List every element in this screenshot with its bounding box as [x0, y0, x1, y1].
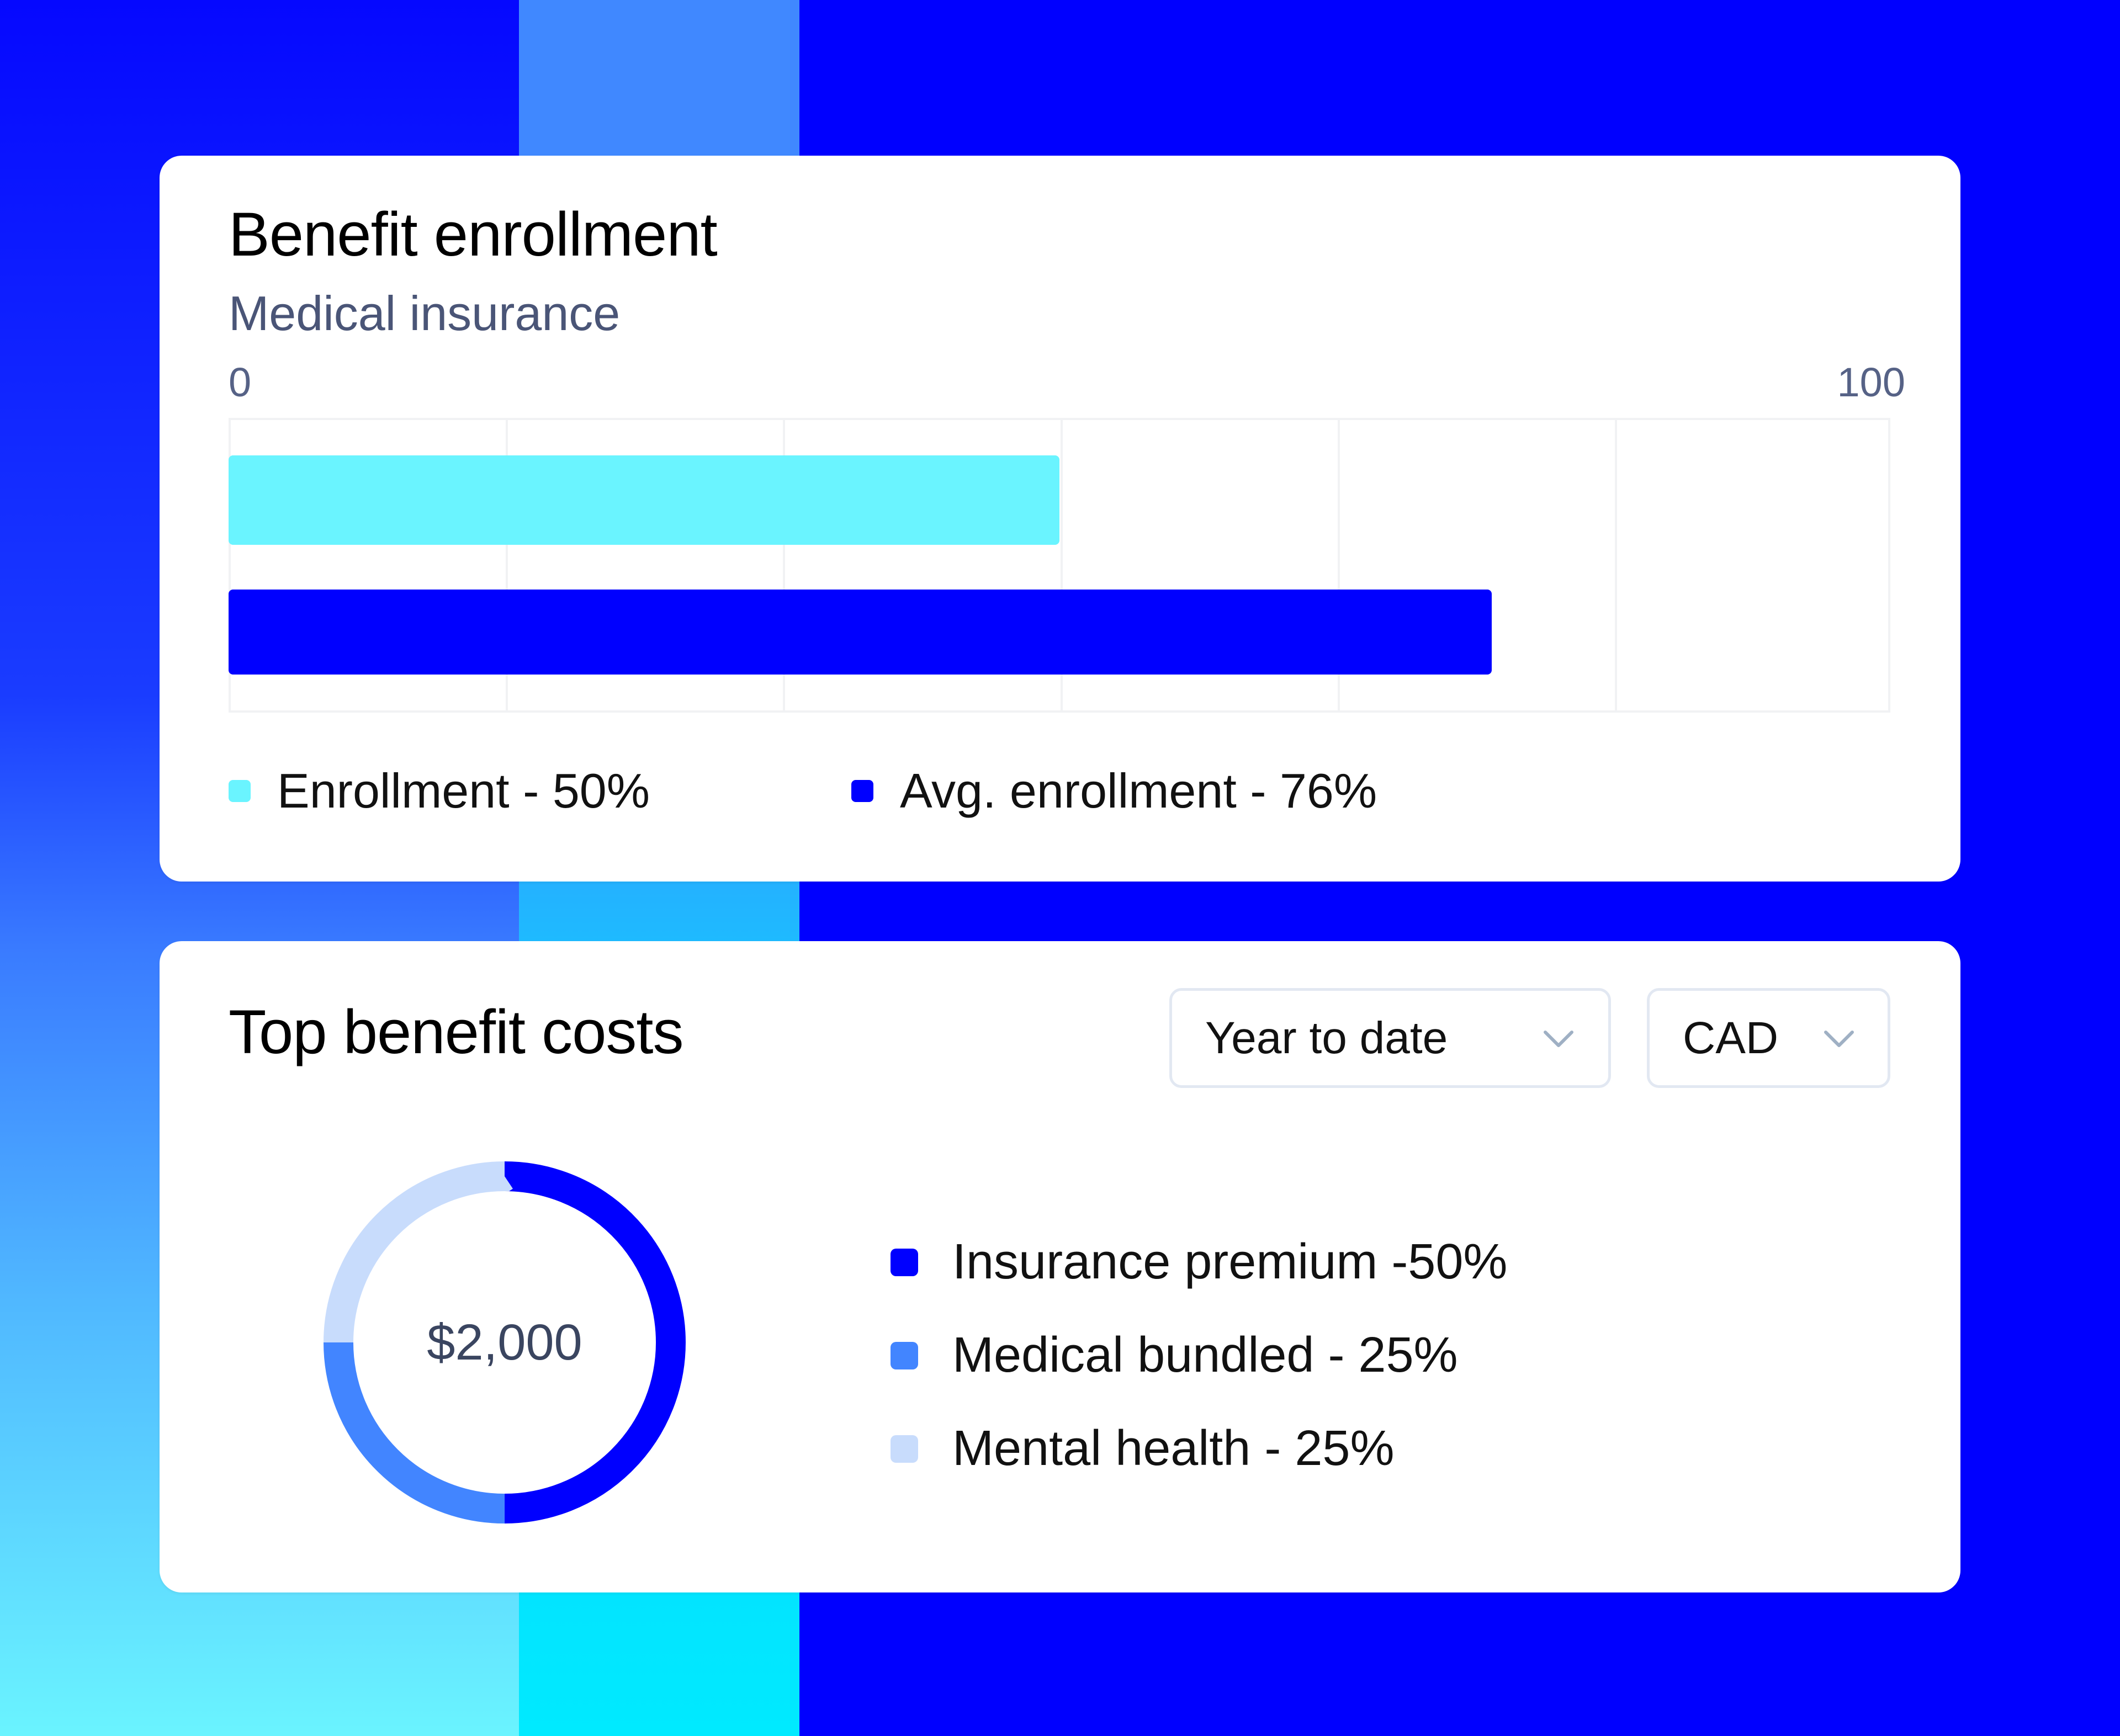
- chevron-down-icon: [1824, 1031, 1854, 1047]
- gridline: [506, 420, 508, 710]
- gridline: [783, 420, 785, 710]
- legend-item-avg-enrollment: Avg. enrollment - 76%: [851, 763, 1377, 819]
- enrollment-legend: Enrollment - 50% Avg. enrollment - 76%: [229, 763, 1377, 819]
- legend-label: Insurance premium -50%: [952, 1234, 1508, 1289]
- legend-item-insurance-premium: Insurance premium -50%: [891, 1234, 1507, 1291]
- donut-total-label: $2,000: [427, 1314, 582, 1371]
- axis-min-label: 0: [229, 359, 252, 405]
- card-title: Benefit enrollment: [229, 200, 718, 269]
- cyan-square-icon: [229, 780, 251, 802]
- legend-label: Avg. enrollment - 76%: [899, 763, 1377, 818]
- avg-enrollment-bar[interactable]: [229, 590, 1492, 675]
- legend-label: Mental health - 25%: [952, 1421, 1395, 1476]
- medium-blue-square-icon: [891, 1341, 918, 1369]
- donut-segment-mental-health[interactable]: [324, 1161, 686, 1523]
- gridline: [1061, 420, 1063, 710]
- axis-max-label: 100: [1837, 359, 1905, 405]
- legend-item-enrollment: Enrollment - 50%: [229, 763, 650, 819]
- currency-dropdown[interactable]: CAD: [1647, 988, 1890, 1088]
- light-blue-square-icon: [891, 1435, 918, 1463]
- currency-dropdown-value: CAD: [1683, 1012, 1779, 1063]
- card-subtitle: Medical insurance: [229, 286, 621, 341]
- legend-item-medical-bundled: Medical bundled - 25%: [891, 1327, 1458, 1384]
- legend-label: Medical bundled - 25%: [952, 1328, 1458, 1383]
- gridline: [1338, 420, 1340, 710]
- period-dropdown-value: Year to date: [1205, 1012, 1448, 1063]
- period-dropdown[interactable]: Year to date: [1169, 988, 1611, 1088]
- cost-donut-chart: [324, 1161, 686, 1523]
- bar-chart-grid: [229, 418, 1890, 713]
- gridline: [1615, 420, 1617, 710]
- card-title: Top benefit costs: [229, 997, 683, 1066]
- blue-square-icon: [851, 780, 873, 802]
- chevron-down-icon: [1544, 1031, 1573, 1047]
- donut-segment-medical-bundled[interactable]: [324, 1161, 686, 1523]
- benefit-enrollment-card: Benefit enrollment Medical insurance 0 1…: [160, 156, 1960, 882]
- blue-square-icon: [891, 1248, 918, 1276]
- top-benefit-costs-card: Top benefit costs Year to date CAD $2,00…: [160, 941, 1960, 1592]
- legend-item-mental-health: Mental health - 25%: [891, 1420, 1394, 1477]
- legend-label: Enrollment - 50%: [277, 763, 650, 818]
- enrollment-bar[interactable]: [229, 455, 1059, 545]
